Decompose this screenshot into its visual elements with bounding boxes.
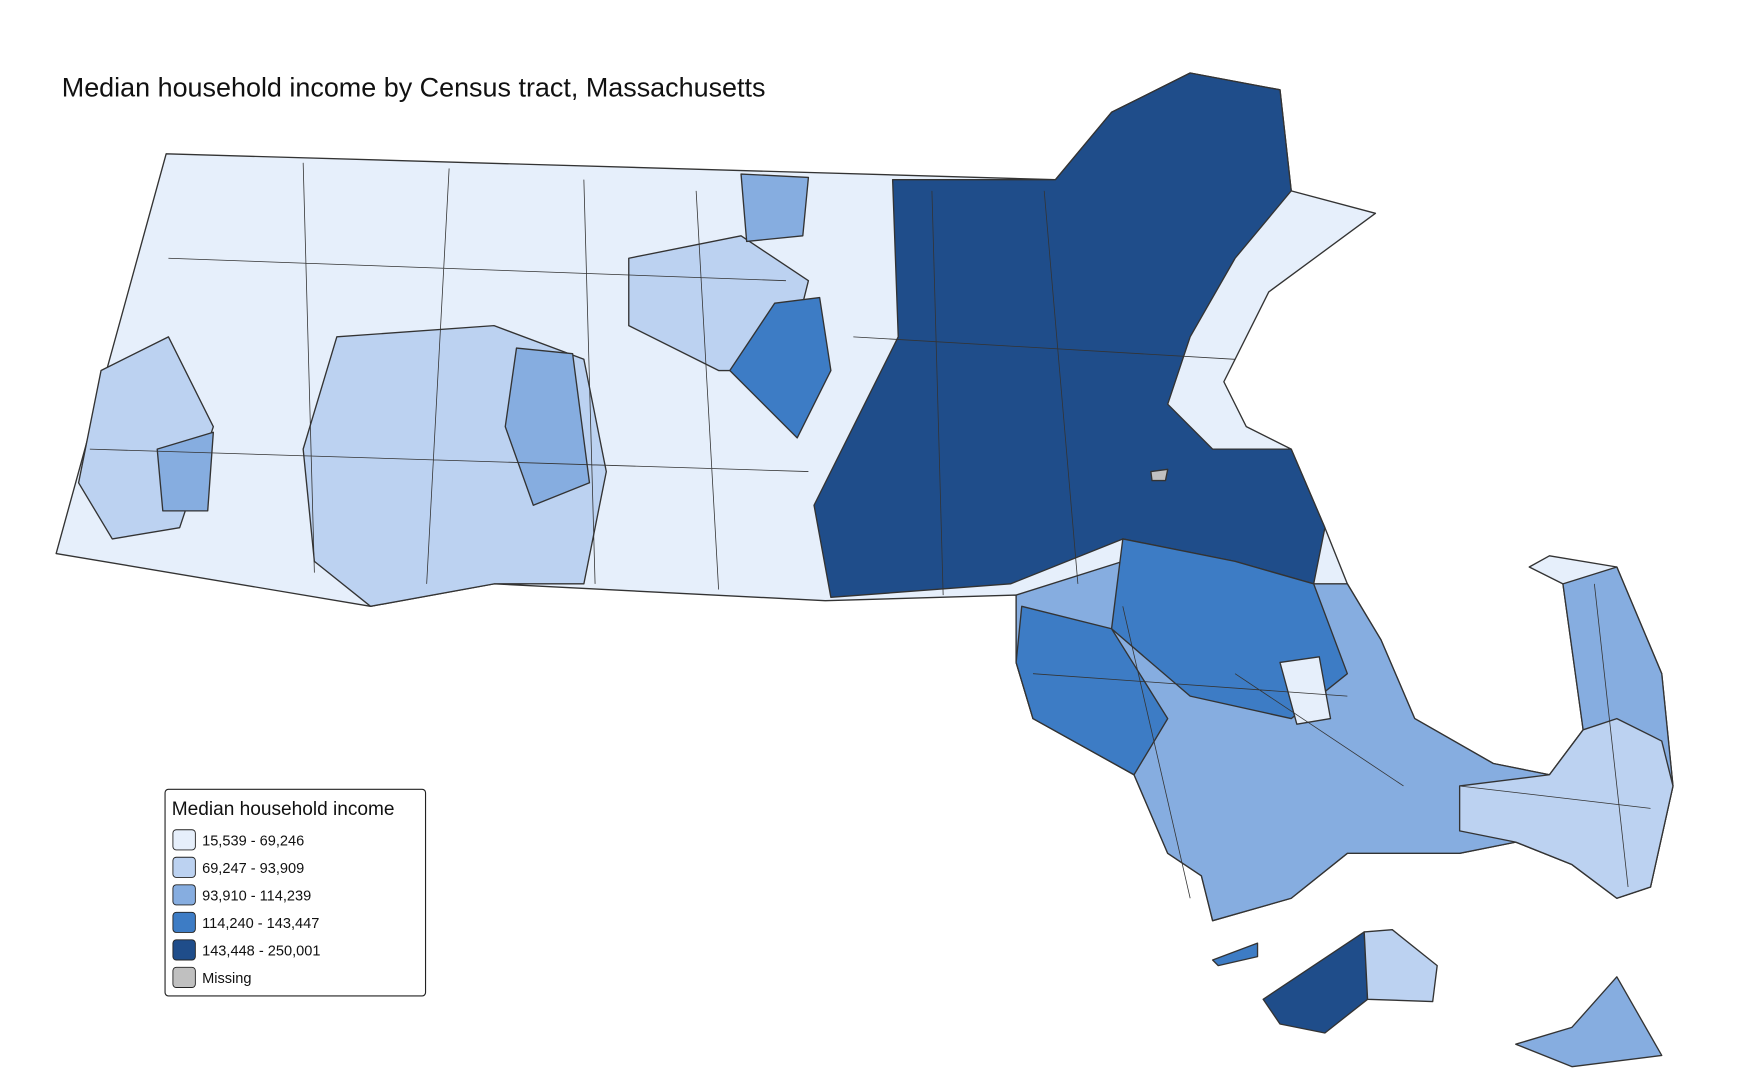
legend-swatch — [172, 884, 196, 906]
legend-label: 15,539 - 69,246 — [202, 833, 304, 849]
island — [1515, 976, 1663, 1068]
legend-title: Median household income — [172, 799, 395, 820]
region — [1279, 656, 1332, 725]
map-title: Median household income by Census tract,… — [62, 73, 766, 103]
legend-swatch — [172, 966, 196, 988]
legend-swatch — [172, 856, 196, 878]
region — [813, 72, 1326, 599]
map-layer: Median household income by Census tract,… — [55, 72, 1674, 1068]
island — [1211, 942, 1259, 967]
island — [1262, 931, 1369, 1034]
tract-lines — [89, 162, 1651, 899]
region — [1150, 468, 1169, 482]
region — [1015, 605, 1169, 776]
map — [55, 72, 1674, 1068]
legend-swatch — [172, 939, 196, 961]
legend-items: 15,539 - 69,246 69,247 - 93,909 93,910 - 1… — [172, 829, 320, 988]
legend-label: 69,247 - 93,909 — [202, 861, 304, 877]
legend-label: 93,910 - 114,239 — [202, 888, 311, 904]
legend-box — [164, 788, 427, 997]
legend-label: Missing — [202, 971, 251, 987]
region — [504, 347, 591, 506]
legend: Median household income 15,539 - 69,246 6… — [164, 788, 427, 997]
legend-swatch — [172, 911, 196, 933]
legend-label: 143,448 - 250,001 — [202, 944, 320, 960]
island — [1363, 929, 1438, 1003]
region — [740, 173, 810, 243]
legend-swatch — [172, 829, 196, 851]
region — [729, 296, 832, 439]
legend-label: 114,240 - 143,447 — [202, 916, 319, 932]
region — [1458, 717, 1674, 899]
